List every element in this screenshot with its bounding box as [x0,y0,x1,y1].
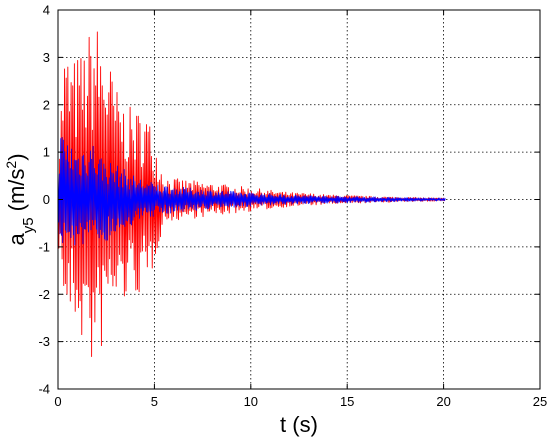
x-axis-label: t (s) [280,412,318,437]
x-tick-label: 0 [54,394,61,409]
y-tick-label: 1 [43,145,50,160]
y-axis-label-unit-close: ) [4,153,29,160]
x-tick-label: 5 [151,394,158,409]
y-axis-label-sub: y5 [20,217,37,233]
y-tick-label: 0 [43,192,50,207]
y-axis-label-unit-sup: 2 [3,161,19,169]
y-axis-label-unit: (m/s [4,169,29,218]
tick-labels: 0 5 10 15 20 25 -4 -3 -2 -1 0 1 2 3 4 [38,3,547,410]
x-tick-label: 10 [244,394,258,409]
series-line-blue [57,137,446,246]
y-tick-label: 2 [43,97,50,112]
x-tick-label: 20 [436,394,450,409]
y-tick-label: -1 [38,239,50,254]
series-layer [57,31,446,357]
ticks [57,9,541,390]
y-tick-label: -2 [38,287,50,302]
y-axis-label: ay5 (m/s2) [3,153,37,245]
y-tick-label: -4 [38,382,50,397]
x-tick-label: 25 [533,394,547,409]
x-tick-label: 15 [340,394,354,409]
y-tick-label: 3 [43,50,50,65]
y-tick-label: 4 [43,3,50,18]
y-tick-label: -3 [38,334,50,349]
y-axis-label-base: a [4,233,29,246]
